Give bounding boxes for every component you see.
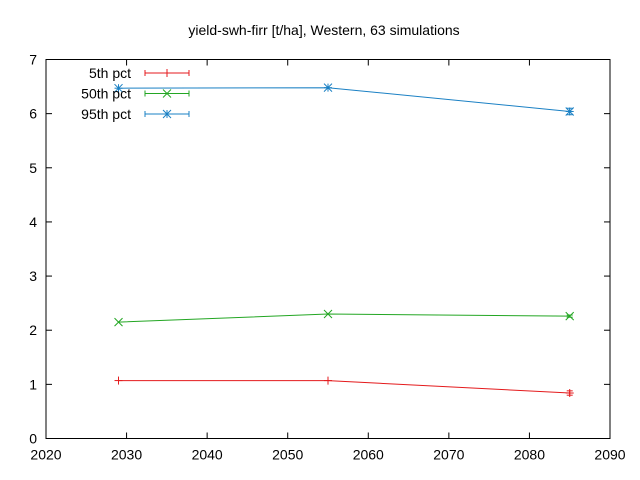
x-tick-label: 2080 xyxy=(514,447,545,463)
series-layer xyxy=(114,83,575,398)
series-line xyxy=(118,313,570,323)
series-0 xyxy=(114,376,574,398)
y-tick-label: 7 xyxy=(29,52,37,68)
x-tick-label: 2040 xyxy=(192,447,223,463)
data-point xyxy=(565,107,575,116)
series-line xyxy=(118,380,570,394)
x-tick-label: 2060 xyxy=(353,447,384,463)
legend-label: 5th pct xyxy=(89,65,131,81)
data-point xyxy=(114,83,123,93)
series-line xyxy=(118,87,570,112)
x-tick-label: 2030 xyxy=(111,447,142,463)
legend: 5th pct 50th pct 95th pct xyxy=(81,65,190,122)
y-tick-label: 4 xyxy=(29,214,37,230)
x-tick-label: 2050 xyxy=(272,447,303,463)
data-point xyxy=(323,309,333,319)
y-tick-label: 6 xyxy=(29,106,37,122)
legend-label: 95th pct xyxy=(81,106,131,122)
legend-label: 50th pct xyxy=(81,86,131,102)
series-2 xyxy=(114,83,575,116)
chart-title: yield-swh-firr [t/ha], Western, 63 simul… xyxy=(188,22,459,38)
axes: 2020 2030 2040 2050 2060 2070 2080 2090 0 1 2 3 4 5 6 7 xyxy=(29,52,626,463)
data-point xyxy=(323,83,333,93)
legend-marker xyxy=(162,89,172,98)
y-tick-label: 0 xyxy=(29,431,37,447)
data-point xyxy=(565,311,575,321)
y-tick-label: 1 xyxy=(29,376,37,392)
x-tick-label: 2020 xyxy=(30,447,61,463)
x-tick-label: 2070 xyxy=(433,447,464,463)
plot-frame xyxy=(45,59,611,439)
legend-marker xyxy=(162,109,172,119)
series-1 xyxy=(114,309,575,327)
data-point xyxy=(114,317,123,327)
y-tick-label: 3 xyxy=(29,268,37,284)
x-tick-label: 2090 xyxy=(594,447,625,463)
y-tick-label: 2 xyxy=(29,322,37,338)
y-tick-label: 5 xyxy=(29,160,37,176)
